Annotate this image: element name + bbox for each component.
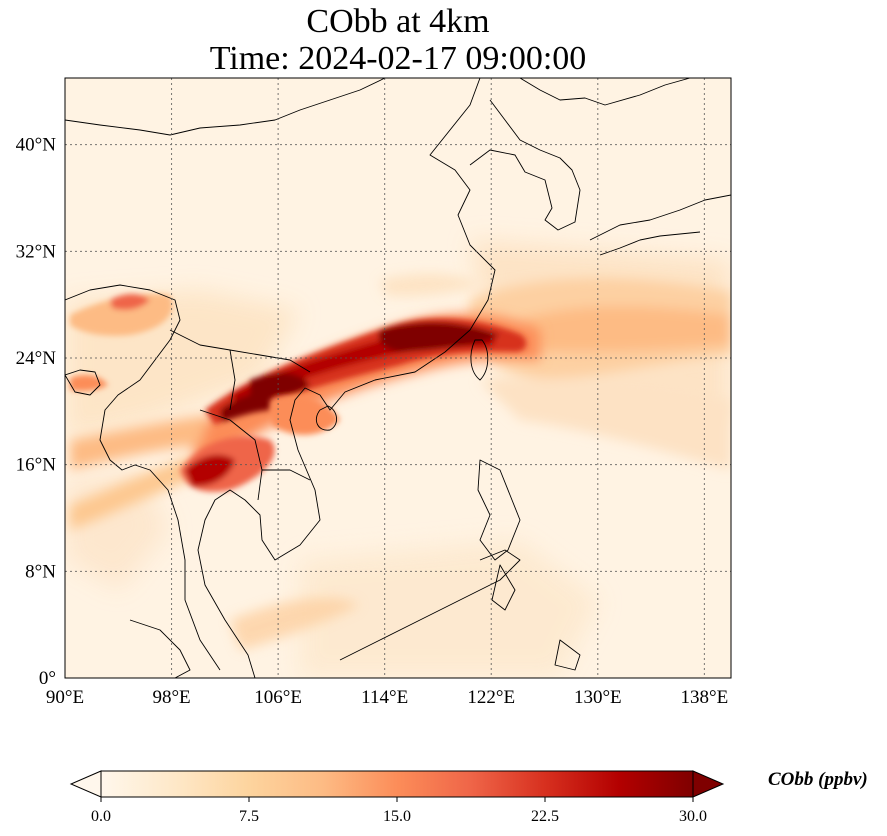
lat-tick-labels: 0° 8°N 16°N 24°N 32°N 40°N <box>16 135 57 689</box>
lon-tick-labels: 90°E 98°E 106°E 114°E 122°E 130°E 138°E <box>46 687 728 708</box>
plume-thailand <box>180 396 340 492</box>
colorbar-tick-label: 0.0 <box>91 808 111 825</box>
colorbar-gradient <box>101 771 693 797</box>
coastlines <box>65 78 731 678</box>
lat-tick-label: 0° <box>39 668 56 689</box>
map-field <box>65 78 731 678</box>
colorbar-label: CObb (ppbv) <box>768 769 868 790</box>
colorbar-extend-max <box>692 770 725 798</box>
lat-tick-label: 16°N <box>16 455 57 476</box>
colorbar-tick-label: 7.5 <box>239 808 259 825</box>
map-time-subtitle: Time: 2024-02-17 09:00:00 <box>209 40 587 77</box>
lon-tick-label: 106°E <box>254 687 302 708</box>
lat-tick-label: 8°N <box>25 561 56 582</box>
colorbar-ticks: 0.0 7.5 15.0 22.5 30.0 <box>91 797 707 825</box>
lat-tick-label: 32°N <box>16 241 57 262</box>
gridlines <box>65 78 731 678</box>
lon-tick-label: 138°E <box>681 687 729 708</box>
colorbar: 0.0 7.5 15.0 22.5 30.0 <box>69 770 725 825</box>
colorbar-tick-label: 15.0 <box>383 808 411 825</box>
plume-main-core <box>205 318 527 425</box>
lat-tick-label: 24°N <box>16 348 57 369</box>
colorbar-tick-label: 22.5 <box>531 808 559 825</box>
map-title: CObb at 4km <box>306 3 490 40</box>
plume-wisps <box>230 273 480 650</box>
lon-tick-label: 130°E <box>574 687 622 708</box>
lon-tick-label: 114°E <box>361 687 408 708</box>
lat-tick-label: 40°N <box>16 135 57 156</box>
map-frame <box>64 77 732 679</box>
lon-tick-label: 90°E <box>46 687 84 708</box>
lon-tick-label: 122°E <box>467 687 515 708</box>
colorbar-extend-min <box>69 770 102 798</box>
lon-tick-label: 98°E <box>152 687 190 708</box>
colorbar-tick-label: 30.0 <box>679 808 707 825</box>
